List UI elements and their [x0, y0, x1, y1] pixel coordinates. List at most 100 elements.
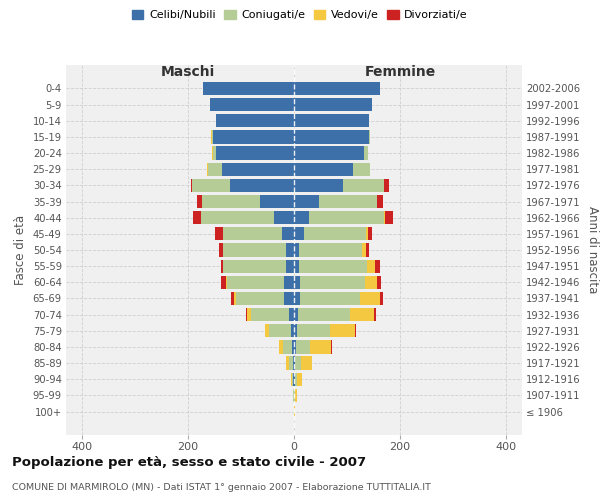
Bar — [367, 260, 375, 273]
Text: Maschi: Maschi — [161, 64, 215, 78]
Bar — [208, 162, 223, 176]
Bar — [377, 276, 381, 289]
Bar — [298, 308, 350, 321]
Y-axis label: Anni di nascita: Anni di nascita — [586, 206, 599, 294]
Bar — [355, 324, 356, 338]
Bar — [265, 324, 269, 338]
Bar — [295, 356, 301, 370]
Bar — [353, 162, 370, 176]
Bar — [294, 98, 373, 111]
Bar — [223, 227, 283, 240]
Bar — [284, 276, 294, 289]
Bar — [296, 340, 310, 353]
Bar — [251, 308, 289, 321]
Bar — [212, 130, 214, 143]
Bar — [350, 308, 374, 321]
Bar — [294, 195, 319, 208]
Bar — [304, 227, 366, 240]
Bar — [294, 114, 369, 128]
Bar — [377, 195, 383, 208]
Bar — [384, 179, 389, 192]
Bar — [286, 244, 294, 256]
Bar — [292, 340, 294, 353]
Y-axis label: Fasce di età: Fasce di età — [14, 215, 27, 285]
Bar — [294, 244, 299, 256]
Text: Popolazione per età, sesso e stato civile - 2007: Popolazione per età, sesso e stato civil… — [12, 456, 366, 469]
Bar — [309, 211, 384, 224]
Bar — [294, 211, 309, 224]
Bar — [219, 244, 223, 256]
Bar — [203, 82, 294, 95]
Bar — [214, 130, 294, 143]
Bar — [191, 179, 192, 192]
Bar — [231, 292, 233, 305]
Bar — [289, 308, 294, 321]
Bar — [274, 211, 294, 224]
Bar — [294, 146, 364, 160]
Bar — [384, 211, 385, 224]
Bar — [192, 179, 230, 192]
Bar — [230, 179, 294, 192]
Bar — [202, 195, 260, 208]
Bar — [295, 389, 296, 402]
Text: Femmine: Femmine — [364, 64, 436, 78]
Bar — [366, 244, 369, 256]
Bar — [233, 292, 236, 305]
Bar — [296, 324, 329, 338]
Bar — [329, 324, 355, 338]
Bar — [362, 244, 366, 256]
Bar — [294, 276, 301, 289]
Bar — [292, 372, 293, 386]
Bar — [343, 179, 384, 192]
Bar — [226, 276, 227, 289]
Bar — [269, 324, 292, 338]
Bar — [294, 82, 380, 95]
Bar — [385, 211, 393, 224]
Bar — [301, 276, 365, 289]
Bar — [236, 292, 284, 305]
Bar — [374, 308, 376, 321]
Bar — [294, 179, 343, 192]
Bar — [319, 195, 377, 208]
Bar — [294, 324, 296, 338]
Bar — [299, 244, 362, 256]
Bar — [301, 356, 312, 370]
Bar — [294, 340, 296, 353]
Bar — [297, 372, 302, 386]
Bar — [375, 260, 380, 273]
Bar — [223, 244, 286, 256]
Bar — [247, 308, 251, 321]
Bar — [289, 356, 293, 370]
Bar — [294, 292, 301, 305]
Bar — [227, 276, 284, 289]
Bar — [215, 146, 294, 160]
Bar — [278, 340, 283, 353]
Bar — [221, 276, 226, 289]
Bar — [294, 356, 295, 370]
Bar — [223, 162, 294, 176]
Bar — [380, 292, 383, 305]
Bar — [365, 276, 377, 289]
Bar — [301, 292, 360, 305]
Bar — [294, 308, 298, 321]
Bar — [310, 340, 331, 353]
Bar — [246, 308, 247, 321]
Bar — [294, 162, 353, 176]
Bar — [369, 130, 370, 143]
Bar — [294, 260, 299, 273]
Bar — [291, 372, 292, 386]
Bar — [292, 324, 294, 338]
Bar — [210, 98, 294, 111]
Bar — [360, 292, 380, 305]
Bar — [200, 211, 274, 224]
Bar — [212, 146, 213, 160]
Bar — [284, 292, 294, 305]
Bar — [294, 227, 304, 240]
Bar — [366, 227, 368, 240]
Bar — [299, 260, 367, 273]
Bar — [283, 340, 292, 353]
Bar — [213, 146, 215, 160]
Bar — [260, 195, 294, 208]
Bar — [364, 146, 368, 160]
Bar — [223, 260, 286, 273]
